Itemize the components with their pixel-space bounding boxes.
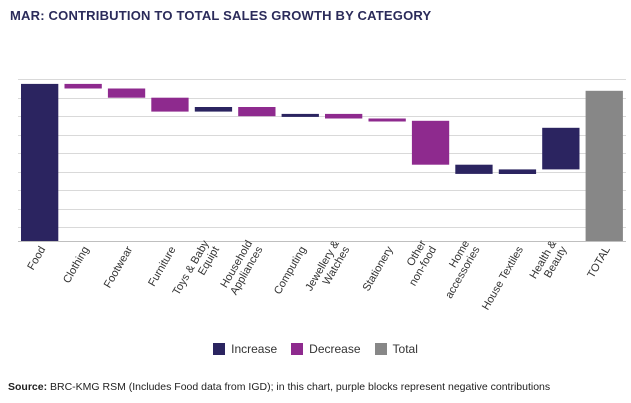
tick-label-line: Clothing xyxy=(61,245,92,286)
tick-label-6: Computing xyxy=(272,245,309,297)
bar-5 xyxy=(238,107,276,117)
bar-11 xyxy=(498,169,537,174)
legend-label-increase: Increase xyxy=(231,342,278,356)
tick-label-12: Health &Beauty xyxy=(528,238,570,287)
bar-13 xyxy=(585,90,623,241)
tick-label-11: House Textiles xyxy=(480,244,526,312)
legend: Increase Decrease Total xyxy=(0,342,631,356)
bar-6 xyxy=(281,113,319,117)
tick-label-0: Food xyxy=(25,245,48,273)
tick-label-line: Footwear xyxy=(102,244,135,290)
bar-7 xyxy=(325,113,363,119)
bar-10 xyxy=(455,164,493,174)
legend-swatch-total xyxy=(374,343,387,355)
bar-12 xyxy=(542,127,580,170)
legend-swatch-increase xyxy=(213,343,226,355)
bar-1 xyxy=(64,83,102,89)
tick-label-9: Othernon-food xyxy=(397,238,440,288)
source-text: BRC-KMG RSM (Includes Food data from IGD… xyxy=(47,381,551,393)
tick-label-5: HouseholdAppliances xyxy=(218,238,266,297)
bar-8 xyxy=(368,118,406,122)
tick-label-line: Furniture xyxy=(146,245,178,289)
source-note: Source: BRC-KMG RSM (Includes Food data … xyxy=(8,381,550,393)
legend-swatch-decrease xyxy=(291,343,304,355)
legend-label-decrease: Decrease xyxy=(309,342,361,356)
bar-9 xyxy=(411,120,450,165)
source-label: Source: xyxy=(8,381,48,393)
tick-label-13: TOTAL xyxy=(585,245,613,281)
bar-4 xyxy=(194,107,233,112)
legend-item-decrease: Decrease xyxy=(291,342,361,356)
tick-label-line: TOTAL xyxy=(585,245,613,281)
legend-item-total: Total xyxy=(374,342,418,356)
legend-label-total: Total xyxy=(392,342,418,356)
tick-label-3: Furniture xyxy=(146,245,178,289)
tick-label-8: Stationery xyxy=(361,244,396,293)
tick-label-line: Computing xyxy=(272,245,309,297)
tick-label-4: Toys & BabyEquipt xyxy=(171,238,223,303)
tick-label-2: Footwear xyxy=(102,244,135,290)
tick-label-line: Stationery xyxy=(361,244,396,293)
chart-title: MAR: CONTRIBUTION TO TOTAL SALES GROWTH … xyxy=(10,8,432,23)
bar-3 xyxy=(151,97,189,112)
legend-item-increase: Increase xyxy=(213,342,277,356)
tick-label-10: Homeaccessories xyxy=(433,238,483,301)
tick-label-7: Jewellery &Watches xyxy=(303,238,352,299)
tick-label-line: House Textiles xyxy=(480,244,526,312)
tick-label-1: Clothing xyxy=(61,245,92,286)
tick-label-line: Food xyxy=(25,245,48,273)
bar-2 xyxy=(107,88,146,98)
bar-0 xyxy=(21,83,59,242)
